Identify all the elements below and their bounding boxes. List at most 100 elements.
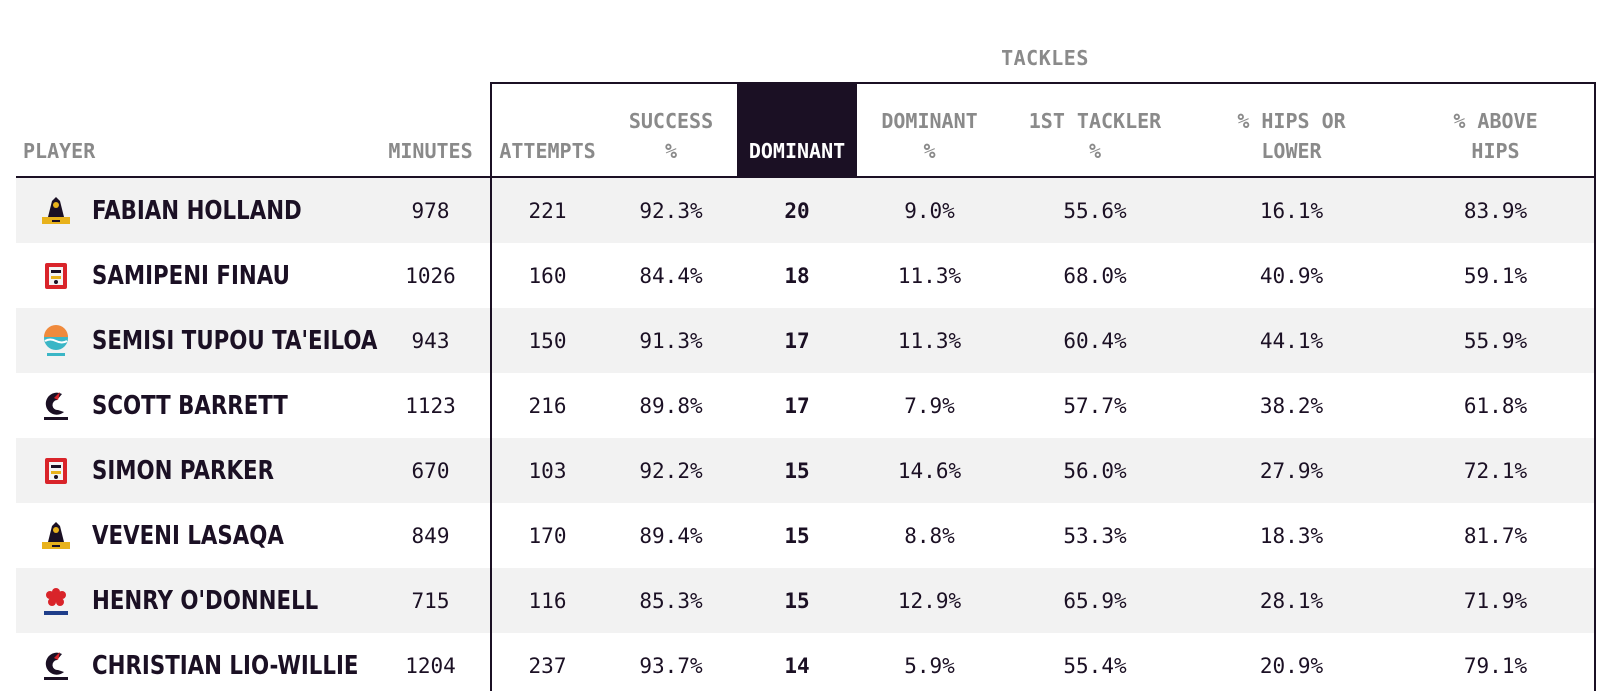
player-name[interactable]: HENRY O'DONNELL (92, 585, 319, 616)
attempts-cell: 116 (490, 568, 605, 633)
hips-lower-cell: 18.3% (1259, 523, 1324, 548)
minutes-cell: 670 (371, 438, 490, 503)
success-cell: 89.8% (639, 393, 703, 418)
first-tackler-cell: 55.4% (1063, 653, 1127, 678)
chiefs-logo-icon (38, 453, 74, 489)
minutes-cell: 849 (411, 523, 450, 548)
hips-lower-cell: 16.1% (1188, 177, 1395, 243)
col-above-hips[interactable]: % ABOVE HIPS (1395, 82, 1596, 178)
dominant-pct-cell: 9.0% (857, 177, 1002, 243)
attempts-cell: 150 (490, 308, 605, 373)
dominant-cell: 15 (737, 438, 857, 503)
hips-lower-cell: 38.2% (1259, 393, 1324, 418)
table-row[interactable]: SIMON PARKER 670 103 92.2% 15 14.6% 56.0… (16, 438, 1596, 503)
highlanders-logo-icon (38, 518, 74, 554)
success-cell: 85.3% (605, 568, 737, 633)
attempts-cell: 170 (528, 523, 567, 548)
attempts-cell: 237 (528, 653, 567, 678)
table-row[interactable]: SEMISI TUPOU TA'EILOA 943 150 91.3% 17 1… (16, 308, 1596, 373)
player-name[interactable]: SIMON PARKER (92, 455, 274, 486)
table-row[interactable]: CHRISTIAN LIO-WILLIE 1204 237 93.7% 14 5… (16, 633, 1596, 698)
first-tackler-cell: 60.4% (1002, 308, 1188, 373)
above-hips-cell: 59.1% (1463, 263, 1528, 288)
above-hips-cell: 61.8% (1463, 393, 1528, 418)
crusaders-logo-icon (38, 388, 74, 424)
attempts-cell: 216 (528, 393, 567, 418)
stats-table: PLAYER MINUTES ATTEMPTS SUCCESS % DOMINA… (16, 82, 1596, 698)
dominant-cell: 17 (784, 393, 810, 418)
player-cell: FABIAN HOLLAND (16, 177, 371, 243)
player-cell: HENRY O'DONNELL (16, 568, 371, 633)
player-cell: SIMON PARKER (16, 438, 371, 503)
dominant-pct-cell: 7.9% (904, 393, 955, 418)
chiefs-logo-icon (38, 258, 74, 294)
player-name[interactable]: SCOTT BARRETT (92, 390, 288, 421)
col-dominant-pct[interactable]: DOMINANT % (857, 82, 1002, 178)
minutes-cell: 1204 (405, 653, 456, 678)
minutes-cell: 978 (371, 177, 490, 243)
attempts-cell: 160 (528, 263, 567, 288)
player-name[interactable]: SEMISI TUPOU TA'EILOA (92, 325, 378, 356)
moana-logo-icon (38, 323, 74, 359)
success-cell: 89.4% (639, 523, 703, 548)
crusaders-logo-icon (38, 648, 74, 684)
dominant-pct-cell: 8.8% (904, 523, 955, 548)
success-cell: 93.7% (639, 653, 703, 678)
first-tackler-cell: 57.7% (1063, 393, 1127, 418)
player-cell: SAMIPENI FINAU (16, 243, 371, 308)
player-name[interactable]: VEVENI LASAQA (92, 520, 284, 551)
above-hips-cell: 72.1% (1395, 438, 1596, 503)
col-player[interactable]: PLAYER (16, 82, 371, 178)
highlanders-logo-icon (38, 193, 74, 229)
above-hips-cell: 83.9% (1395, 177, 1596, 243)
above-hips-cell: 71.9% (1395, 568, 1596, 633)
hips-lower-cell: 28.1% (1188, 568, 1395, 633)
col-first-tackler[interactable]: 1ST TACKLER % (1002, 82, 1188, 178)
col-hips-lower[interactable]: % HIPS OR LOWER (1188, 82, 1395, 178)
dominant-cell: 18 (784, 263, 810, 288)
attempts-cell: 103 (490, 438, 605, 503)
player-cell: VEVENI LASAQA (16, 503, 371, 568)
minutes-cell: 943 (371, 308, 490, 373)
minutes-cell: 1026 (405, 263, 456, 288)
dominant-cell: 14 (784, 653, 810, 678)
dominant-cell: 15 (737, 568, 857, 633)
table-row[interactable]: SAMIPENI FINAU 1026 160 84.4% 18 11.3% 6… (16, 243, 1596, 308)
dominant-cell: 15 (784, 523, 810, 548)
first-tackler-cell: 56.0% (1002, 438, 1188, 503)
table-row[interactable]: SCOTT BARRETT 1123 216 89.8% 17 7.9% 57.… (16, 373, 1596, 438)
success-cell: 92.3% (605, 177, 737, 243)
first-tackler-cell: 68.0% (1063, 263, 1127, 288)
dominant-pct-cell: 5.9% (904, 653, 955, 678)
table-row[interactable]: HENRY O'DONNELL 715 116 85.3% 15 12.9% 6… (16, 568, 1596, 633)
hips-lower-cell: 20.9% (1259, 653, 1324, 678)
dominant-pct-cell: 11.3% (897, 263, 962, 288)
success-cell: 92.2% (605, 438, 737, 503)
hips-lower-cell: 27.9% (1188, 438, 1395, 503)
col-dominant[interactable]: DOMINANT (737, 82, 857, 178)
table-row[interactable]: VEVENI LASAQA 849 170 89.4% 15 8.8% 53.3… (16, 503, 1596, 568)
player-cell: SCOTT BARRETT (16, 373, 371, 438)
above-hips-cell: 81.7% (1463, 523, 1528, 548)
dominant-pct-cell: 12.9% (857, 568, 1002, 633)
hips-lower-cell: 40.9% (1259, 263, 1324, 288)
hips-lower-cell: 44.1% (1188, 308, 1395, 373)
success-cell: 84.4% (639, 263, 703, 288)
above-hips-cell: 55.9% (1395, 308, 1596, 373)
waratahs-logo-icon (38, 583, 74, 619)
table-row[interactable]: FABIAN HOLLAND 978 221 92.3% 20 9.0% 55.… (16, 177, 1596, 243)
col-minutes[interactable]: MINUTES (371, 82, 490, 178)
header-row: PLAYER MINUTES ATTEMPTS SUCCESS % DOMINA… (16, 82, 1596, 178)
first-tackler-cell: 53.3% (1063, 523, 1127, 548)
col-attempts[interactable]: ATTEMPTS (490, 82, 605, 178)
player-name[interactable]: FABIAN HOLLAND (92, 195, 302, 226)
player-cell: CHRISTIAN LIO-WILLIE (16, 633, 371, 698)
col-success[interactable]: SUCCESS % (605, 82, 737, 178)
dominant-pct-cell: 11.3% (857, 308, 1002, 373)
player-name[interactable]: SAMIPENI FINAU (92, 260, 290, 291)
player-name[interactable]: CHRISTIAN LIO-WILLIE (92, 650, 359, 681)
dominant-cell: 20 (737, 177, 857, 243)
minutes-cell: 715 (371, 568, 490, 633)
player-cell: SEMISI TUPOU TA'EILOA (16, 308, 377, 373)
